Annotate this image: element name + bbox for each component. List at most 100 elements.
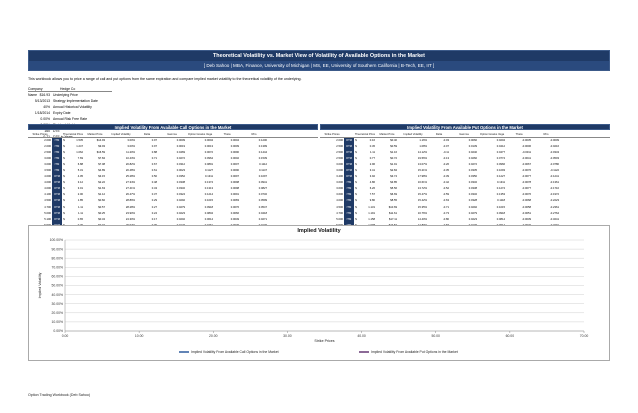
strike-cell[interactable]: 4.100 <box>44 193 51 197</box>
strike-cell[interactable]: 2.500 <box>336 157 343 161</box>
puts-table-title: Implied Volatility From Available Put Op… <box>320 124 610 130</box>
y-tick-label: 60.00% <box>52 275 64 279</box>
company-name-value[interactable]: Hedge Co <box>60 87 76 91</box>
strike-cell[interactable]: 4.700 <box>44 205 51 209</box>
strike-cell[interactable]: 4.500 <box>44 199 51 203</box>
table-cell[interactable]: $1.12 <box>98 193 105 197</box>
strike-cell[interactable]: 2.500 <box>44 151 51 155</box>
moneyness-badge: ITM <box>344 192 354 199</box>
table-cell[interactable]: $0.72 <box>390 157 397 161</box>
strike-cell[interactable]: 4.000 <box>44 187 51 191</box>
table-cell[interactable]: $2.84 <box>390 169 397 173</box>
table-cell[interactable]: $3.85 <box>390 181 397 185</box>
strike-cell[interactable]: 4.500 <box>336 205 343 209</box>
strike-cell[interactable]: 3.000 <box>44 163 51 167</box>
table-cell[interactable]: $0.57 <box>98 205 105 209</box>
table-cell: 15.42% <box>417 199 427 203</box>
company-panel-value[interactable]: 5/13/2013 <box>34 99 50 103</box>
table-cell[interactable]: $16.59 <box>96 151 105 155</box>
table-cell: 0.0279 <box>176 205 185 209</box>
table-cell[interactable]: $1.16 <box>390 151 397 155</box>
calls-header-cell: Implied Volatility <box>111 133 131 137</box>
table-row: 4.700 ITM $1.191 $11.61 16.76% -0.73 0.0279 0.0… <box>320 210 610 217</box>
table-cell[interactable]: $0.40 <box>390 139 397 142</box>
table-cell: -0.0006 <box>521 145 531 149</box>
strike-cell[interactable]: 3.600 <box>336 181 343 185</box>
table-cell: $ <box>63 217 65 221</box>
table-cell[interactable]: $0.25 <box>98 211 105 215</box>
strike-cell[interactable]: 5.000 <box>336 217 343 221</box>
strike-cell[interactable]: 3.000 <box>336 163 343 167</box>
table-cell[interactable]: $6.69 <box>390 193 397 197</box>
table-cell[interactable]: $11.61 <box>388 211 397 215</box>
table-row: 2.000 OTM $0.16 $0.40 1.16% -0.03 0.0060 0.0204… <box>320 138 610 145</box>
strike-cell[interactable]: 2.000 <box>336 139 343 142</box>
table-cell[interactable]: $10.69 <box>388 205 397 209</box>
strike-cell[interactable]: 4.000 <box>336 199 343 203</box>
strike-cell[interactable]: 2.500 <box>336 151 343 155</box>
company-panel-value[interactable]: 1/18/2014 <box>34 111 50 115</box>
strike-cell[interactable]: 3.600 <box>336 187 343 191</box>
calls-header-cell: Strike Prices <box>32 133 48 137</box>
table-cell: 0.1112 <box>259 163 267 167</box>
table-cell[interactable]: $1.63 <box>98 187 105 191</box>
strike-cell[interactable]: 3.000 <box>336 169 343 173</box>
table-cell[interactable]: $14.93 <box>96 139 105 142</box>
table-cell: -0.0076 <box>521 169 531 173</box>
calls-header-cell: Gamma <box>167 133 177 137</box>
company-panel-value[interactable]: 40% <box>43 105 50 109</box>
calls-header-cell: Delta <box>143 133 151 137</box>
table-cell[interactable]: $3.74 <box>390 175 397 179</box>
company-panel-value[interactable]: 160 <box>44 129 50 133</box>
strike-cell[interactable]: 3.000 <box>44 157 51 161</box>
company-panel-value[interactable]: $16.93 <box>39 93 50 97</box>
table-cell[interactable]: $0.34 <box>98 217 105 221</box>
table-cell: 15.35% <box>417 205 427 209</box>
legend-label: Implied Volatility From Available Put Op… <box>371 350 458 354</box>
table-cell: 3.00% <box>127 145 135 149</box>
company-panel-value[interactable]: 0.00% <box>40 117 50 121</box>
table-cell[interactable]: $4.89 <box>98 169 105 173</box>
table-cell[interactable]: $9.93 <box>98 145 105 149</box>
table-cell[interactable]: $0.82 <box>98 199 105 203</box>
strike-cell[interactable]: 4.000 <box>44 175 51 179</box>
moneyness-badge: ITM <box>52 162 62 169</box>
table-cell[interactable]: $7.84 <box>98 157 105 161</box>
strike-cell[interactable]: 4.700 <box>336 211 343 215</box>
table-cell[interactable]: $2.22 <box>98 181 105 185</box>
table-cell: 1.158 <box>368 217 375 221</box>
strike-cell[interactable]: 3.600 <box>336 193 343 197</box>
table-cell[interactable]: $5.56 <box>390 187 397 191</box>
table-cell[interactable]: $0.59 <box>390 145 397 149</box>
strike-cell[interactable]: 5.000 <box>44 211 51 215</box>
table-cell: 0.1200 <box>258 139 267 142</box>
company-panel-header: Company Name Hedge Co <box>28 86 112 97</box>
table-cell: $ <box>63 211 65 215</box>
strike-cell[interactable]: 4.000 <box>44 181 51 185</box>
strike-cell[interactable]: 3.500 <box>44 169 51 173</box>
table-cell[interactable]: $3.15 <box>98 175 105 179</box>
moneyness-badge: OTM <box>344 138 354 145</box>
table-cell: -0.0068 <box>521 199 531 203</box>
table-cell[interactable]: $17.11 <box>388 217 397 221</box>
implied-volatility-chart: Implied Volatility 0.00% 10.00% 20.00% 30.0… <box>28 225 610 361</box>
table-cell: -0.2764 <box>549 211 559 215</box>
strike-cell[interactable]: 2.000 <box>44 139 51 142</box>
table-cell[interactable]: $8.55 <box>390 199 397 203</box>
table-cell[interactable]: $1.91 <box>390 163 397 167</box>
table-row: 4.000 ITM $9.80 $8.55 15.42% -0.63 0.0328 0.111… <box>320 198 610 205</box>
table-cell[interactable]: $7.08 <box>98 163 105 167</box>
table-cell: -0.1710 <box>549 187 559 191</box>
strike-cell[interactable]: 2.000 <box>44 145 51 149</box>
strike-cell[interactable]: 3.400 <box>336 175 343 179</box>
company-panel-row: 40% Annual Historical Volatility <box>28 104 112 110</box>
strike-cell[interactable]: 5.100 <box>44 217 51 221</box>
table-cell: 5.31 <box>77 169 83 173</box>
strike-cell[interactable]: 2.500 <box>336 145 343 149</box>
x-tick-label: 20.00 <box>209 334 218 338</box>
table-cell: 0.0335 <box>468 169 477 173</box>
table-row: 3.000 ITM $6.88 $7.08 20.82% 0.67 0.0312 0.0891… <box>28 162 318 169</box>
table-cell: -0.1972 <box>549 193 559 197</box>
table-cell: 1.16% <box>419 139 427 142</box>
company-panel-label: Annual Historical Volatility <box>53 105 92 109</box>
